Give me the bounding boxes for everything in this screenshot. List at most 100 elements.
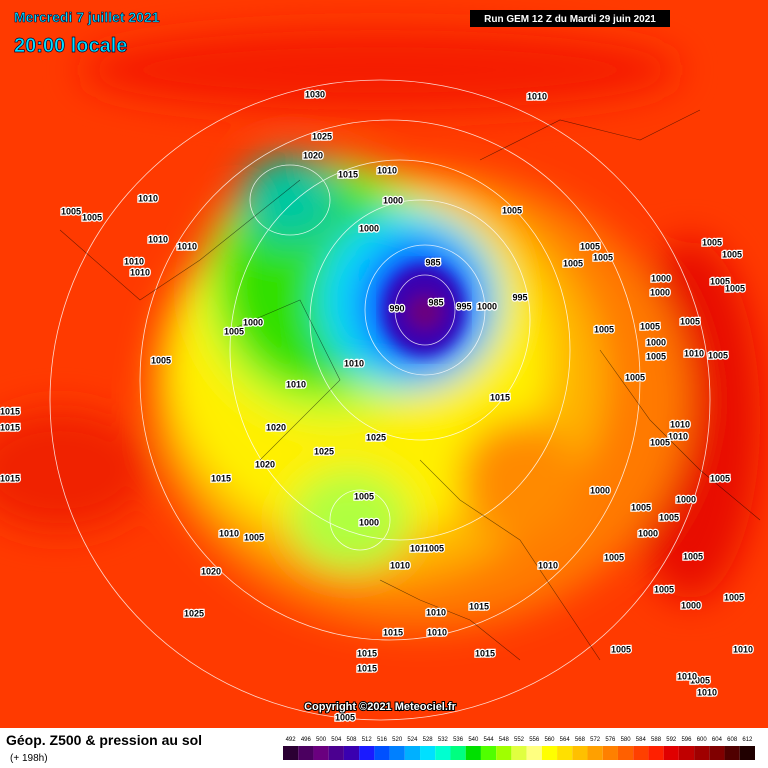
- isobar-label: 1005: [244, 532, 264, 542]
- isobar-label: 1005: [710, 276, 730, 286]
- isobar-label: 1005: [593, 252, 613, 262]
- scale-swatch: [511, 746, 527, 760]
- scale-swatch: [465, 746, 481, 760]
- isobar-label: 1000: [477, 301, 497, 311]
- isobar-label: 1000: [650, 287, 670, 297]
- scale-label: 548: [499, 737, 510, 743]
- scale-swatch: [343, 746, 360, 760]
- scale-label: 512: [362, 737, 373, 743]
- isobar-label: 1020: [201, 566, 221, 576]
- scale-label: 520: [392, 737, 403, 743]
- isobar-label: 1010: [138, 193, 158, 203]
- isobar-label: 1005: [604, 552, 624, 562]
- isobar-label: 1005: [708, 350, 728, 360]
- isobar-label: 1015: [0, 406, 20, 416]
- isobar-label: 1005: [580, 241, 600, 251]
- isobar-label: 1005: [722, 249, 742, 259]
- scale-swatch: [694, 746, 710, 760]
- isobar-label: 1015: [475, 648, 495, 658]
- isobar-label: 1010: [670, 419, 690, 429]
- isobar-label: 1010: [148, 234, 168, 244]
- scale-swatch: [298, 746, 314, 760]
- isobar-label: 1015: [0, 473, 20, 483]
- isobar-label: 1000: [359, 517, 379, 527]
- scale-swatch: [678, 746, 695, 760]
- isobar-label: 1010: [677, 671, 697, 681]
- isobar-label: 1005: [654, 584, 674, 594]
- isobar-label: 1010: [684, 348, 704, 358]
- isobar-label: 1010: [427, 627, 447, 637]
- time: 20:00 locale: [14, 35, 127, 57]
- scale-label: 496: [301, 737, 312, 743]
- scale-label: 560: [544, 737, 555, 743]
- isobar-label: 1005: [680, 316, 700, 326]
- scale-swatch: [587, 746, 603, 760]
- isobar-label: 1010: [219, 528, 239, 538]
- isobar-label: 1005: [724, 592, 744, 602]
- isobar-label: 1010: [410, 543, 430, 553]
- footer-lead: (+ 198h): [10, 753, 48, 764]
- isobar-label: 1005: [690, 675, 710, 685]
- isobar-label: 1020: [266, 422, 286, 432]
- scale-swatch: [663, 746, 679, 760]
- isobar-label: 1000: [681, 600, 701, 610]
- scale-swatch: [526, 746, 542, 760]
- isobar-label: 1005: [594, 324, 614, 334]
- isobar-label: 1015: [357, 648, 377, 658]
- scale-swatch: [557, 746, 573, 760]
- isobar-label: 985: [428, 297, 443, 307]
- isobar-label: 1010: [426, 607, 446, 617]
- run-box: [470, 10, 670, 27]
- isobar-label: 1000: [638, 528, 658, 538]
- scale-swatch: [617, 746, 634, 760]
- isobar-label: 1025: [366, 432, 386, 442]
- isobar-label: 1005: [82, 212, 102, 222]
- isobar-label: 1000: [359, 223, 379, 233]
- scale-swatch: [374, 746, 390, 760]
- scale-swatch: [496, 746, 512, 760]
- scale-swatch: [724, 746, 740, 760]
- scale-swatch: [313, 746, 329, 760]
- isobar-label: 1000: [243, 317, 263, 327]
- scale-label: 532: [438, 737, 449, 743]
- scale-label: 596: [681, 737, 692, 743]
- scale-label: 524: [407, 737, 418, 743]
- scale-label: 540: [468, 737, 479, 743]
- scale-label: 584: [636, 737, 647, 743]
- isobar-label: 1005: [646, 351, 666, 361]
- isobar-label: 1020: [255, 459, 275, 469]
- scale-label: 568: [575, 737, 586, 743]
- scale-swatch: [389, 746, 405, 760]
- isobar-label: 1005: [702, 237, 722, 247]
- isobar-label: 1005: [151, 355, 171, 365]
- isobar-label: 1010: [344, 358, 364, 368]
- scale-label: 588: [651, 737, 662, 743]
- isobar-label: 1015: [338, 169, 358, 179]
- isobar-label: 1005: [224, 326, 244, 336]
- isobar-label: 1000: [651, 273, 671, 283]
- isobar-label: 1025: [312, 131, 332, 141]
- isobar-label: 1000: [676, 494, 696, 504]
- isobar-label: 1010: [130, 267, 150, 277]
- scale-swatch: [572, 746, 588, 760]
- isobar-label: 1010: [377, 165, 397, 175]
- scale-label: 592: [666, 737, 677, 743]
- isobar-label: 1005: [710, 473, 730, 483]
- scale-label: 508: [347, 737, 358, 743]
- isobar-label: 1005: [725, 283, 745, 293]
- isobar-label: 1000: [590, 485, 610, 495]
- scale-swatch: [359, 746, 375, 760]
- isobar-label: 1015: [0, 422, 20, 432]
- isobar-label: 1010: [697, 687, 717, 697]
- scale-swatch: [633, 746, 649, 760]
- field: [0, 0, 768, 728]
- scale-label: 528: [423, 737, 434, 743]
- isobar-label: 1005: [502, 205, 522, 215]
- isobar-label: 1015: [357, 663, 377, 673]
- scale-swatch: [648, 746, 664, 760]
- isobar-label: 1010: [390, 560, 410, 570]
- copyright: Copyright ©2021 Meteociel.fr: [304, 701, 456, 713]
- isobar-label: 1015: [490, 392, 510, 402]
- scale-swatch: [480, 746, 497, 760]
